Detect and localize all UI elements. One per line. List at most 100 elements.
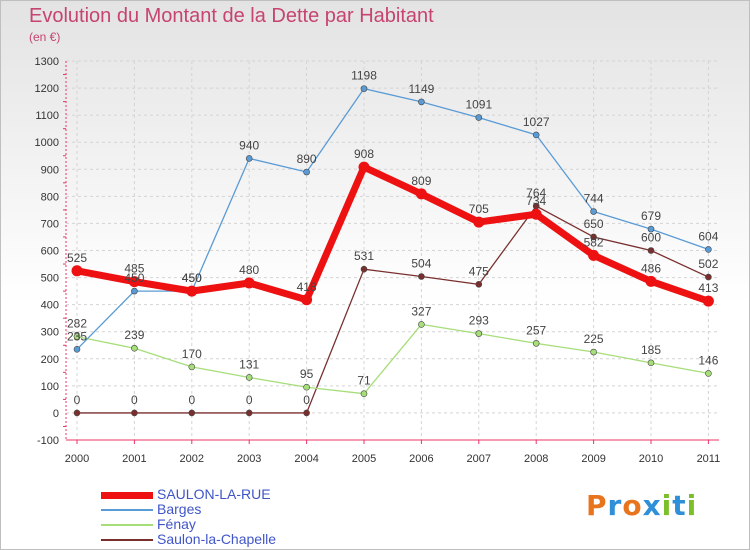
data-point-saulon-la-rue — [645, 275, 657, 287]
data-point-saulon-la-chapelle — [647, 247, 655, 254]
data-label-barges: 1091 — [465, 98, 492, 112]
x-tick-label: 2000 — [65, 453, 89, 465]
data-label-f-nay: 239 — [124, 328, 144, 342]
data-point-saulon-la-chapelle — [303, 409, 310, 417]
data-point-saulon-la-rue — [243, 277, 255, 289]
data-label-barges: 940 — [239, 138, 259, 152]
x-tick-label: 2005 — [352, 453, 376, 465]
data-label-saulon-la-chapelle: 600 — [641, 231, 661, 245]
data-label-saulon-la-chapelle: 504 — [411, 256, 431, 270]
series-line-f-nay — [76, 323, 710, 395]
data-point-f-nay — [188, 363, 196, 371]
y-tick-label: 1200 — [35, 83, 59, 95]
data-label-saulon-la-chapelle: 0 — [74, 393, 81, 407]
data-point-saulon-la-rue — [702, 295, 714, 307]
data-label-barges: 890 — [297, 152, 317, 166]
data-label-barges: 604 — [698, 229, 718, 243]
data-label-f-nay: 282 — [67, 317, 87, 331]
data-label-f-nay: 131 — [239, 357, 259, 371]
data-point-saulon-la-chapelle — [360, 265, 368, 273]
grid — [66, 60, 719, 441]
data-label-saulon-la-chapelle: 0 — [188, 393, 195, 407]
legend-swatch — [101, 509, 153, 511]
data-point-saulon-la-chapelle — [418, 273, 425, 280]
y-tick-label: 200 — [41, 354, 59, 366]
data-label-f-nay: 71 — [357, 374, 371, 388]
x-tick-label: 2009 — [581, 453, 605, 465]
x-tick-label: 2011 — [697, 453, 721, 465]
series-line-saulon-la-chapelle — [76, 205, 710, 414]
data-point-barges — [131, 287, 138, 295]
data-point-f-nay — [475, 330, 483, 337]
legend-swatch — [101, 524, 153, 526]
data-label-saulon-la-chapelle: 0 — [131, 393, 138, 407]
x-tick-label: 2001 — [122, 453, 146, 465]
y-tick-label: 1100 — [35, 110, 59, 122]
legend-swatch — [101, 539, 153, 541]
data-point-f-nay — [245, 374, 253, 381]
data-point-saulon-la-chapelle — [245, 409, 253, 417]
data-point-saulon-la-rue — [415, 188, 427, 200]
y-tick-label: 400 — [41, 300, 59, 312]
data-point-barges — [418, 98, 425, 106]
data-label-f-nay: 95 — [300, 367, 314, 381]
data-point-saulon-la-rue — [473, 216, 485, 228]
data-label-saulon-la-rue: 486 — [641, 261, 661, 275]
y-tick-label: 1300 — [35, 56, 59, 68]
legend-item-f-nay: Fénay — [101, 517, 401, 532]
data-label-saulon-la-chapelle: 0 — [246, 393, 253, 407]
legend-label: Fénay — [157, 516, 196, 532]
data-point-saulon-la-chapelle — [131, 409, 138, 417]
data-point-barges — [245, 155, 253, 162]
data-label-f-nay: 225 — [584, 332, 604, 346]
x-tick-label: 2003 — [237, 453, 261, 465]
chart-title: Evolution du Montant de la Dette par Hab… — [29, 5, 434, 27]
data-label-saulon-la-rue: 480 — [239, 263, 259, 277]
data-label-barges: 744 — [584, 192, 604, 206]
logo-letter: t — [672, 489, 687, 522]
logo-letter: i — [661, 489, 673, 522]
data-label-f-nay: 293 — [469, 314, 489, 328]
data-label-saulon-la-rue: 734 — [526, 194, 546, 208]
series-lines — [71, 85, 714, 417]
x-tick-label: 2004 — [294, 453, 318, 465]
data-label-barges: 235 — [67, 329, 87, 343]
y-tick-label: 500 — [41, 273, 59, 285]
axes: -100010020030040050060070080090010001100… — [35, 56, 721, 465]
y-tick-label: 1000 — [35, 137, 59, 149]
y-tick-label: 600 — [41, 246, 59, 258]
data-point-saulon-la-rue — [186, 285, 198, 297]
data-point-saulon-la-rue — [301, 294, 313, 306]
data-point-f-nay — [590, 348, 597, 356]
data-point-f-nay — [418, 321, 425, 328]
data-point-f-nay — [705, 370, 712, 377]
data-point-barges — [475, 114, 483, 121]
y-tick-label: -100 — [37, 435, 59, 447]
logo-letter: o — [622, 489, 643, 522]
legend-label: SAULON-LA-RUE — [157, 486, 271, 502]
data-point-f-nay — [360, 390, 368, 398]
data-label-barges: 1149 — [408, 82, 434, 96]
legend-item-barges: Barges — [101, 502, 401, 517]
logo-letter: x — [642, 489, 662, 522]
data-label-saulon-la-rue: 908 — [354, 147, 374, 161]
y-tick-label: 800 — [41, 191, 59, 203]
data-point-barges — [303, 168, 310, 176]
data-point-saulon-la-rue — [128, 276, 140, 288]
data-label-f-nay: 257 — [526, 323, 546, 337]
data-point-barges — [705, 246, 712, 253]
legend: SAULON-LA-RUE Barges Fénay Saulon-la-Chapel… — [101, 487, 401, 547]
y-tick-label: 100 — [41, 381, 59, 393]
data-label-saulon-la-chapelle: 475 — [469, 264, 489, 278]
data-point-f-nay — [303, 383, 310, 391]
data-label-saulon-la-chapelle: 764 — [526, 186, 546, 200]
data-point-barges — [360, 85, 368, 92]
x-tick-label: 2008 — [524, 453, 548, 465]
data-label-saulon-la-rue: 705 — [469, 202, 489, 216]
data-point-saulon-la-chapelle — [705, 273, 712, 281]
series-line-saulon-la-rue — [73, 163, 712, 305]
data-label-saulon-la-rue: 418 — [297, 280, 317, 294]
y-tick-label: 0 — [53, 408, 59, 420]
